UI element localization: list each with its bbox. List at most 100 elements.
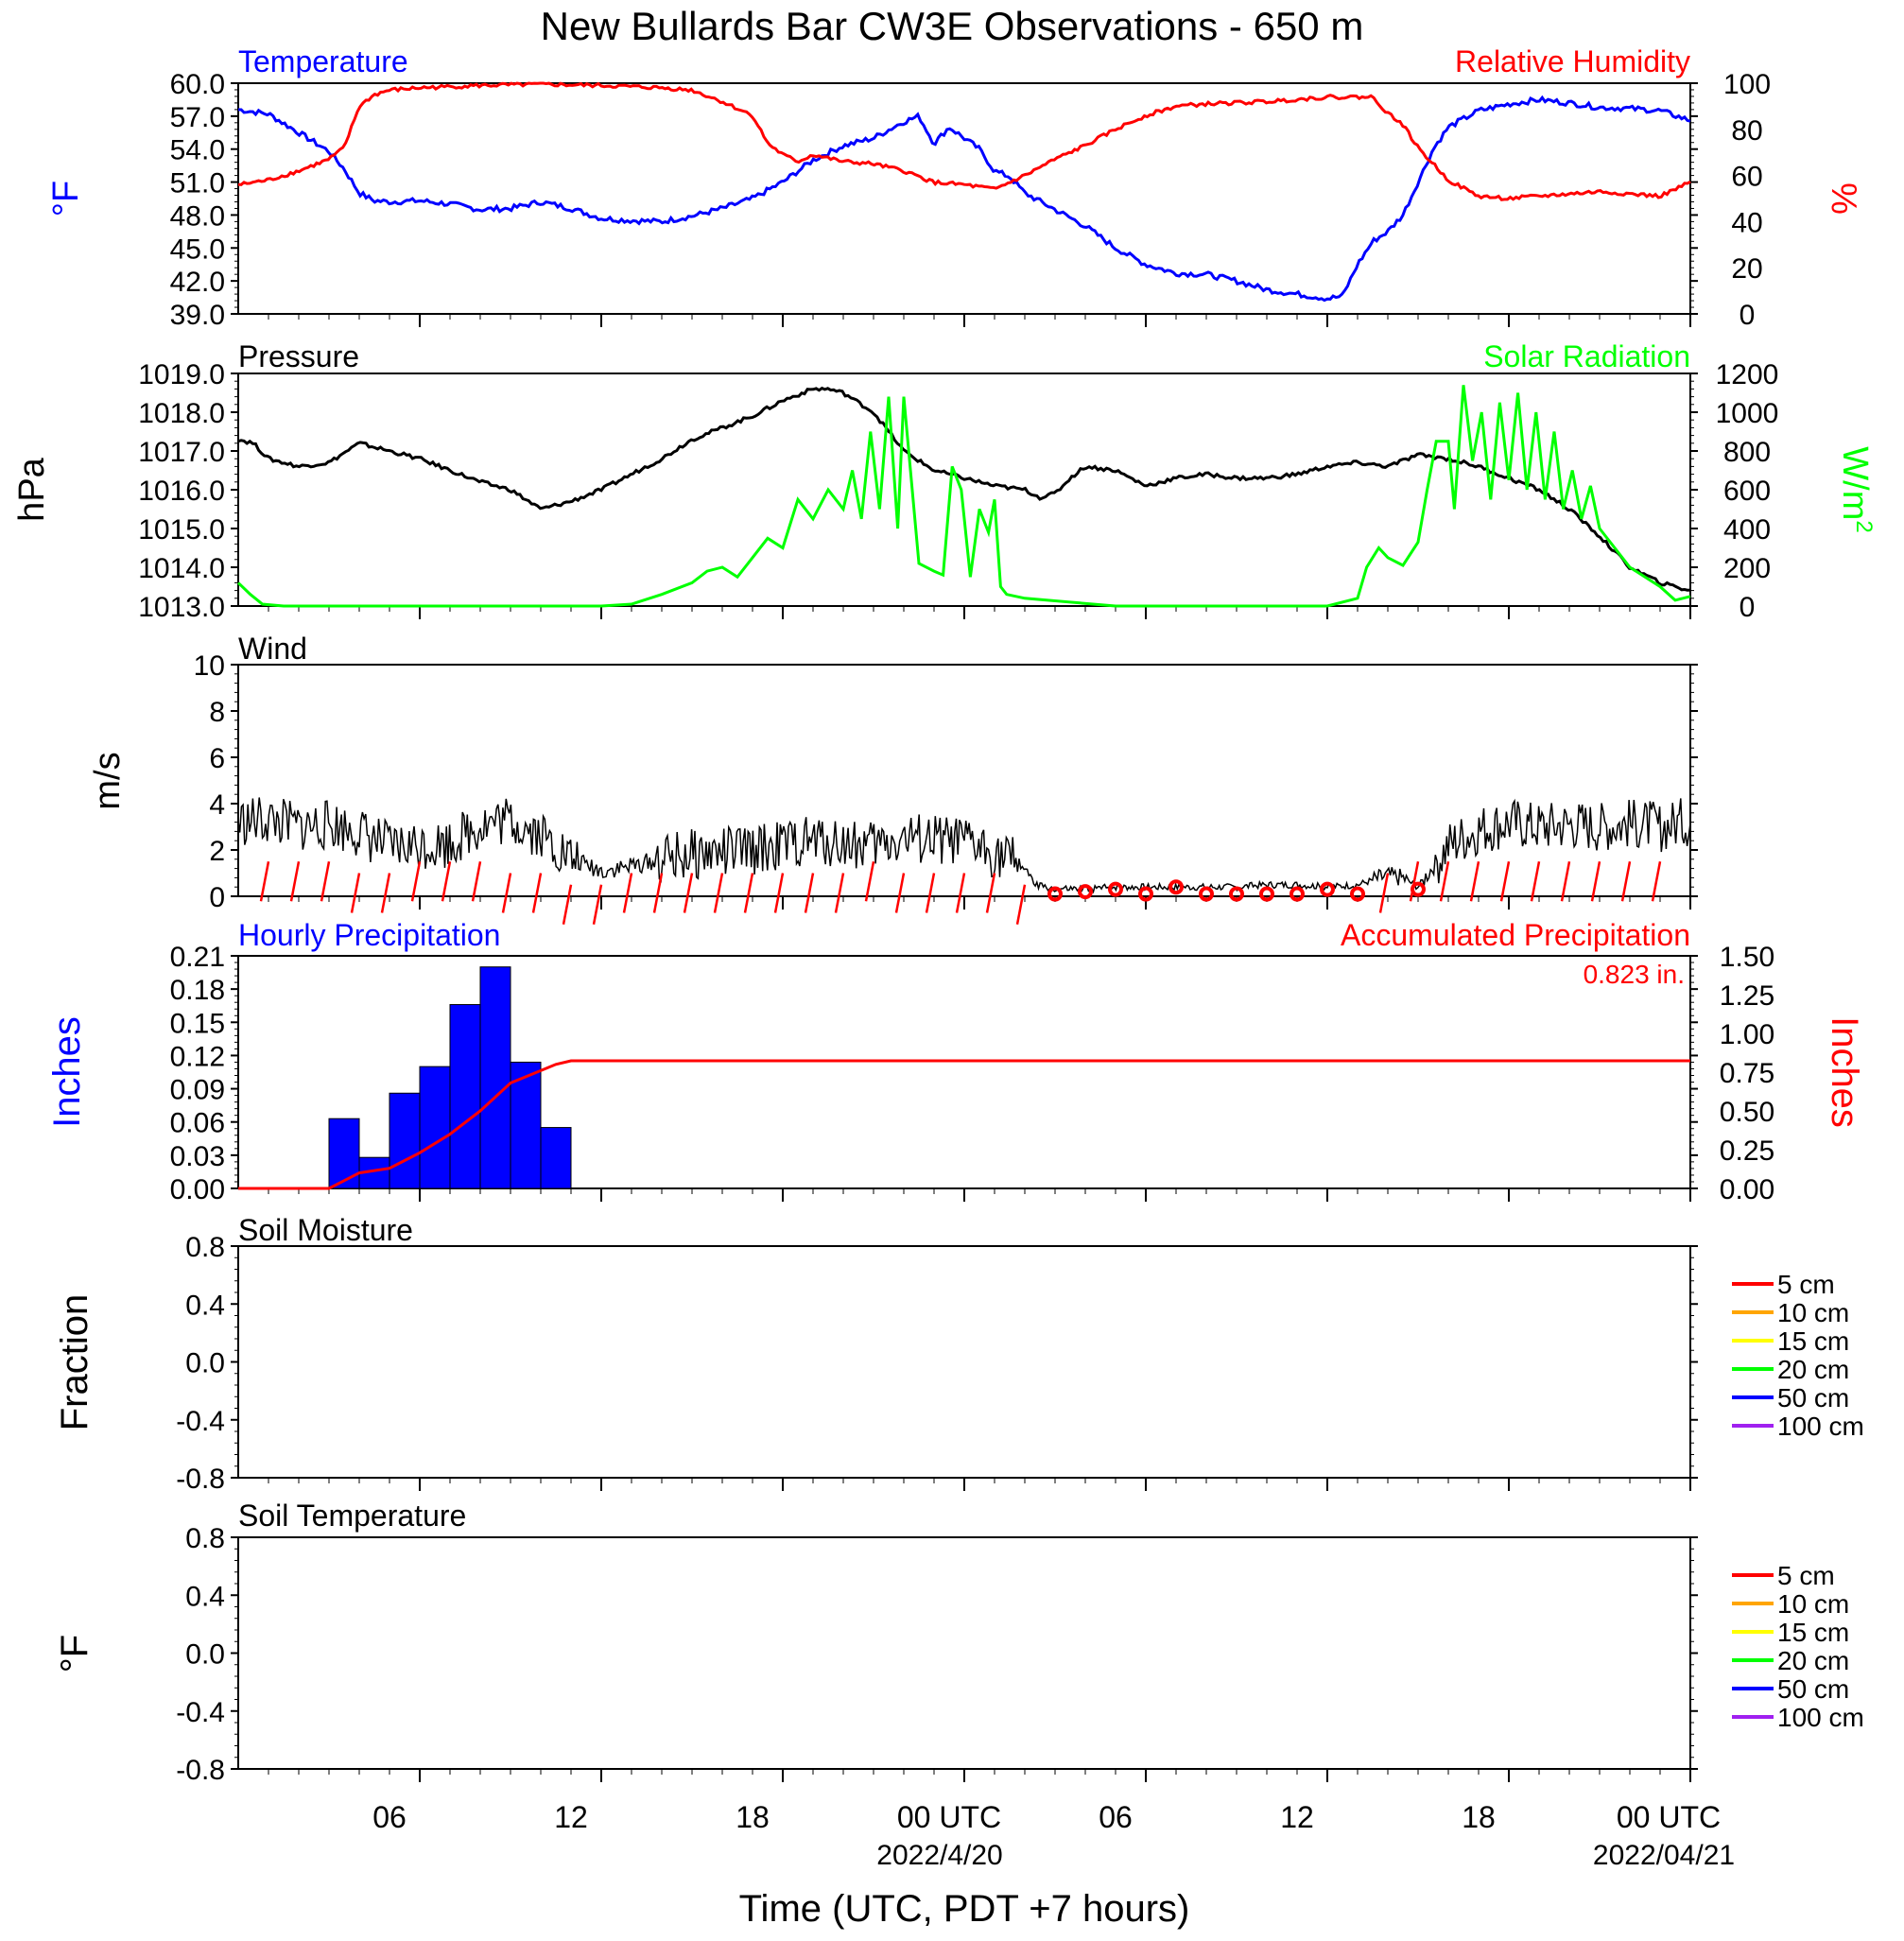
calm-wind-marker (1199, 886, 1214, 902)
legend-label: 10 cm (1777, 1298, 1849, 1327)
wind-barb (1469, 861, 1480, 902)
wind-barb (562, 884, 573, 925)
calm-wind-marker (1108, 881, 1123, 897)
y-tick-label-left: 0.0 (185, 1639, 225, 1671)
y-tick-label-right: 0.75 (1720, 1058, 1774, 1089)
y-axis-label-left: hPa (12, 457, 52, 521)
x-tick-label: 00 UTC (897, 1800, 1001, 1834)
panel-title-left: Soil Temperature (238, 1499, 466, 1533)
calm-wind-marker (1320, 881, 1335, 897)
y-tick-label-right: 40 (1731, 207, 1762, 238)
y-tick-label-right: 1.25 (1720, 980, 1774, 1012)
wind-speed-line (237, 797, 1691, 894)
wind-barb (1560, 861, 1571, 902)
precip-bar (419, 1066, 451, 1189)
y-tick-label-left: 2 (209, 836, 225, 867)
calm-wind-marker (1259, 886, 1274, 902)
y-tick-label-left: -0.4 (176, 1697, 225, 1728)
y-axis-label-left: °F (46, 181, 86, 217)
legend-label: 5 cm (1777, 1561, 1835, 1590)
panel-frame (237, 373, 1691, 607)
y-tick-label-left: 1019.0 (138, 359, 225, 390)
precip-bar (328, 1118, 360, 1189)
y-tick-label-left: 0.4 (185, 1290, 225, 1321)
panel-soil-temperature: Soil Temperature °F (54, 1499, 1691, 1770)
calm-wind-marker (1168, 879, 1184, 895)
wind-barb (955, 873, 966, 913)
legend-label: 100 cm (1777, 1703, 1864, 1732)
x-date-label: 2022/4/20 (876, 1840, 1002, 1871)
y-tick-label-left: 0.06 (170, 1108, 225, 1139)
panel-temperature-humidity: Temperature Relative Humidity °F % (46, 44, 1863, 315)
x-tick-label: 00 UTC (1617, 1800, 1721, 1834)
y-tick-label-right: 1200 (1716, 359, 1779, 390)
legend-label: 50 cm (1777, 1674, 1849, 1704)
y-tick-label-right: 200 (1723, 553, 1771, 584)
y-tick-label-right: 1.00 (1720, 1019, 1774, 1050)
y-tick-label-left: 0.0 (185, 1348, 225, 1379)
wind-barb (925, 873, 936, 913)
wind-barbs (259, 861, 1662, 925)
panel-title-left: Wind (238, 632, 307, 666)
x-axis: 06 12 18 00 UTC 06 12 18 00 UTC 2022/4/2… (372, 1800, 1735, 1930)
y-tick-label-left: 57.0 (170, 102, 225, 133)
legend-label: 100 cm (1777, 1412, 1864, 1441)
y-tick-label-left: 1015.0 (138, 514, 225, 546)
panel-marks-3: 0.210.180.150.120.090.060.030.001.501.25… (170, 942, 1775, 1205)
wind-barb (471, 861, 482, 902)
y-axis-label-right: % (1824, 182, 1863, 215)
y-axis-label-left: m/s (88, 752, 128, 809)
y-tick-label-left: 42.0 (170, 267, 225, 298)
wind-barb (713, 873, 724, 913)
y-tick-label-right: 0.50 (1720, 1097, 1774, 1128)
x-tick-label: 12 (554, 1800, 588, 1834)
y-tick-label-left: 45.0 (170, 234, 225, 265)
y-tick-label-left: 0.12 (170, 1041, 225, 1072)
precip-bar (540, 1127, 572, 1189)
panel-frame (237, 82, 1691, 315)
y-tick-label-right: 20 (1731, 253, 1762, 285)
y-tick-label-right: 400 (1723, 514, 1771, 546)
humidity-line (237, 81, 1691, 201)
panel-frame (237, 1536, 1691, 1770)
pressure-line (237, 386, 1691, 592)
chart-title: New Bullards Bar CW3E Observations - 650… (541, 4, 1364, 48)
wind-barb (410, 861, 422, 902)
x-tick-label: 18 (1462, 1800, 1496, 1834)
y-tick-label-left: -0.8 (176, 1464, 225, 1495)
wind-barb (259, 861, 270, 902)
y-tick-label-left: 0.09 (170, 1075, 225, 1106)
panel-wind: Wind m/s (88, 632, 1691, 897)
y-tick-label-left: 54.0 (170, 135, 225, 166)
panel-title-right: Solar Radiation (1483, 339, 1690, 373)
accumulated-precip-line (238, 1059, 1690, 1190)
wind-barb (289, 861, 301, 902)
calm-wind-marker (1229, 886, 1244, 902)
x-tick-label: 18 (736, 1800, 770, 1834)
y-tick-label-right: 0.25 (1720, 1135, 1774, 1167)
y-tick-label-left: 0.00 (170, 1174, 225, 1205)
wind-barb (743, 873, 754, 913)
y-tick-label-left: -0.4 (176, 1406, 225, 1437)
legend-label: 15 cm (1777, 1618, 1849, 1647)
calm-wind-marker (1078, 884, 1093, 900)
y-tick-label-left: 4 (209, 789, 225, 821)
x-tick-label: 06 (372, 1800, 407, 1834)
wind-barb (622, 873, 633, 913)
y-tick-label-left: 0.4 (185, 1581, 225, 1612)
wind-barb (501, 873, 512, 913)
panel-title-left: Pressure (238, 339, 359, 373)
wind-barb (350, 873, 361, 913)
legend-label: 20 cm (1777, 1355, 1849, 1384)
x-tick-label: 12 (1280, 1800, 1314, 1834)
y-tick-label-left: 8 (209, 697, 225, 728)
y-tick-label-right: 1.50 (1720, 942, 1774, 973)
wind-barb (804, 873, 815, 913)
precip-bar (449, 1004, 481, 1189)
panel-title-right: Relative Humidity (1455, 44, 1690, 78)
y-tick-label-right: 800 (1723, 437, 1771, 468)
wind-barb (380, 873, 391, 913)
